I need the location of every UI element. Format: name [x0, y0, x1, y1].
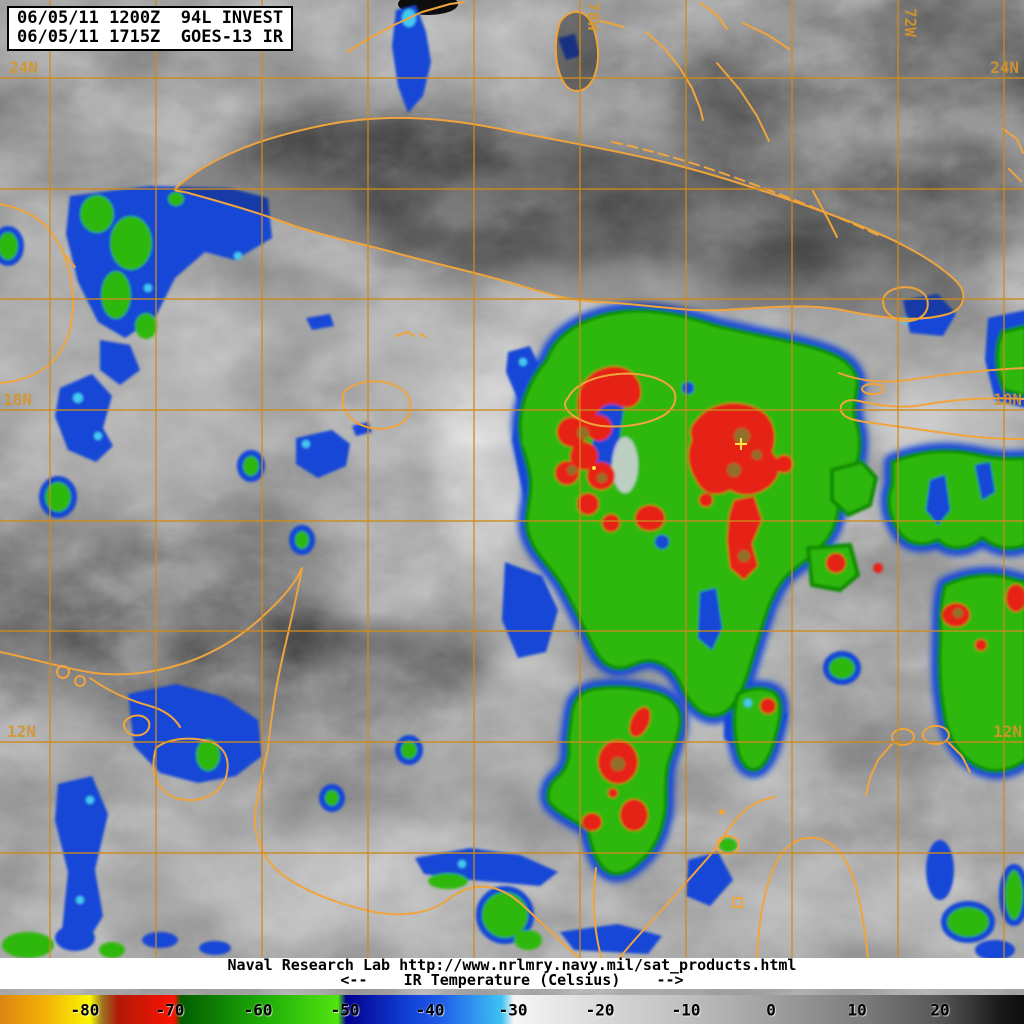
hispaniola-coastline [838, 367, 1024, 440]
convection-layer [0, 5, 1024, 960]
footer-band: Naval Research Lab http://www.nrlmry.nav… [0, 958, 1024, 989]
lat-label-12n-left: 12N [7, 722, 36, 741]
colorbar-caption: <-- IR Temperature (Celsius) --> [340, 971, 684, 989]
invest-center-marker [592, 438, 747, 470]
colorbar-tick: 20 [930, 1000, 950, 1019]
colorbar-tick: 10 [847, 1000, 867, 1019]
lat-label-24n-left: 24N [9, 58, 38, 77]
isla-de-la-juventud [341, 380, 412, 430]
andros-island [554, 10, 599, 92]
graticule-layer [0, 0, 1024, 958]
lat-label-12n-right: 12N [993, 722, 1022, 741]
green-cold-tops [0, 192, 1024, 958]
cuba-north-keys [611, 141, 881, 237]
jamaica-coastline [563, 372, 677, 428]
lat-label-24n-right: 24N [990, 58, 1019, 77]
colombia-guajira-coastline [617, 725, 971, 961]
red-coldest-cores [555, 366, 1024, 831]
florida-keys [346, 1, 465, 53]
product-valid-time-line: 06/05/11 1200Z 94L INVEST [17, 8, 284, 28]
bahamas-cays [600, 2, 1024, 323]
colorbar-tick: -50 [330, 1000, 360, 1019]
colorbar-tick: -80 [70, 1000, 100, 1019]
colorbar-tick: -30 [498, 1000, 528, 1019]
product-info-box: 06/05/11 1200Z 94L INVEST 06/05/11 1715Z… [7, 6, 294, 51]
lon-label-72w: 72W [901, 8, 920, 37]
colorbar-tick: -40 [415, 1000, 445, 1019]
colorbar: -80 -70 -60 -50 -40 -30 -20 -10 0 10 20 [0, 995, 1024, 1024]
lat-label-18n-right: 18N [993, 390, 1022, 409]
colorbar-tick: 0 [766, 1000, 776, 1019]
yucatan-coastline [0, 203, 76, 384]
lat-label-18n-left: 18N [3, 390, 32, 409]
colorbar-tick: -20 [585, 1000, 615, 1019]
central-america-coastline [0, 567, 603, 961]
lon-label-78w: 78W [584, 2, 603, 31]
colorbar-tick: -70 [155, 1000, 185, 1019]
colorbar-tick: -60 [243, 1000, 273, 1019]
coldest-brown-spots [567, 427, 963, 771]
product-image-time-line: 06/05/11 1715Z GOES-13 IR [17, 27, 284, 47]
cayman-islands [395, 331, 427, 338]
colorbar-tick: -10 [671, 1000, 701, 1019]
credit-text: Naval Research Lab http://www.nrlmry.nav… [227, 956, 797, 974]
